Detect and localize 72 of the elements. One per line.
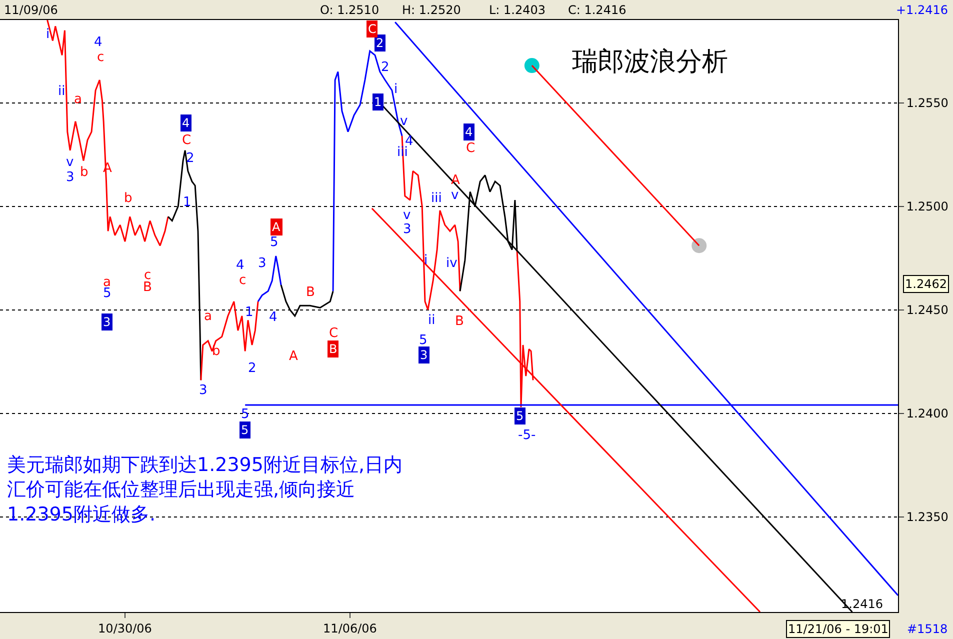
- annotation: C: [466, 141, 476, 156]
- annotation: 2: [186, 151, 194, 166]
- annotation: C: [182, 133, 192, 148]
- annotation: 2: [248, 361, 256, 376]
- annotation: 4: [269, 310, 278, 325]
- text: +1.2416: [896, 3, 948, 17]
- y-tick-label: 1.2350: [906, 510, 948, 524]
- annotation: 3: [258, 256, 266, 271]
- annotation: C: [329, 326, 338, 341]
- y-tick-label: 1.2400: [906, 406, 948, 420]
- annotation: 美元瑞郎如期下跌到达1.2395附近目标位,日内汇价可能在低位整理后出现走强,倾向接近1.2395附近做多.: [7, 454, 403, 526]
- y-tick-label: 1.2550: [906, 96, 948, 110]
- x-tick-label: 11/06/06: [323, 621, 377, 636]
- y-tick-label: 1.2450: [906, 302, 948, 317]
- annotation: 1: [245, 305, 254, 320]
- annotation: A: [289, 349, 298, 364]
- annotation: 5: [270, 235, 278, 250]
- annotation: 4: [182, 116, 190, 130]
- annotation: 4: [405, 134, 414, 149]
- annotation: 4: [94, 35, 102, 50]
- text: H: 1.2520: [402, 3, 461, 17]
- annotation: 3: [103, 315, 111, 329]
- annotation: B: [455, 314, 464, 329]
- annotation: 3: [403, 222, 412, 237]
- annotation: v: [66, 155, 74, 170]
- annotation: 3: [199, 383, 208, 398]
- annotation: 4: [236, 258, 244, 273]
- annotation: a: [74, 92, 82, 107]
- text: L: 1.2403: [489, 3, 546, 17]
- annotation: -5-: [518, 428, 536, 443]
- annotation: a: [204, 309, 212, 324]
- annotation: iv: [446, 256, 458, 271]
- annotation: C: [368, 22, 376, 36]
- annotation: c: [144, 268, 152, 283]
- annotation: 4: [465, 125, 473, 139]
- annotation: 5: [241, 423, 249, 437]
- text: C: 1.2416: [568, 3, 626, 17]
- annotation: b: [124, 191, 132, 206]
- text: 瑞郎波浪分析: [572, 47, 728, 77]
- annotation: v: [451, 188, 459, 203]
- annotation: i: [394, 82, 398, 97]
- annotation: 5: [419, 333, 428, 348]
- x-tick-label: 10/30/06: [98, 621, 152, 636]
- annotation: 1: [183, 195, 192, 210]
- annotation: 5: [103, 286, 112, 301]
- annotation: ii: [428, 313, 436, 328]
- annotation: 2: [376, 36, 384, 50]
- text: 11/21/06 - 19:01: [788, 622, 888, 636]
- annotation: ii: [58, 84, 66, 99]
- annotation: iii: [431, 191, 442, 206]
- annotation: B: [143, 280, 152, 295]
- annotation: 5: [516, 409, 524, 423]
- annotation: c: [97, 50, 104, 65]
- text: 11/09/06: [4, 3, 58, 17]
- annotation: B: [329, 342, 338, 356]
- text: O: 1.2510: [320, 3, 380, 17]
- annotation: i: [424, 253, 428, 268]
- annotation: 3: [66, 170, 74, 185]
- annotation: 5: [241, 407, 250, 422]
- annotation: 3: [420, 348, 428, 362]
- annotation: i: [46, 27, 50, 42]
- text: 1.2462: [905, 277, 947, 291]
- annotation: B: [306, 285, 315, 300]
- y-tick-label: 1.2500: [906, 199, 948, 214]
- annotation: v: [403, 208, 411, 223]
- annotation: v: [400, 114, 408, 129]
- annotation: A: [272, 220, 281, 234]
- annotation: b: [80, 165, 88, 180]
- annotation: A: [451, 173, 460, 188]
- annotation: 2: [381, 60, 390, 75]
- text: #1518: [907, 622, 948, 636]
- annotation: c: [239, 273, 246, 288]
